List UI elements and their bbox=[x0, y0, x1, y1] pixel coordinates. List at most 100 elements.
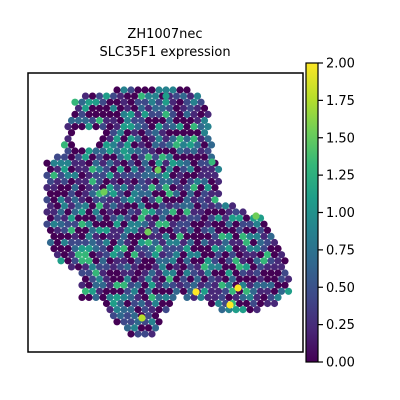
spot bbox=[186, 129, 195, 137]
spot bbox=[169, 147, 177, 155]
spot bbox=[67, 263, 76, 271]
spot bbox=[116, 104, 125, 112]
spot bbox=[239, 306, 247, 314]
spot bbox=[172, 165, 181, 173]
spot bbox=[183, 98, 191, 106]
spot bbox=[92, 147, 100, 155]
spot bbox=[134, 281, 142, 289]
spot bbox=[183, 196, 191, 204]
spot bbox=[162, 220, 170, 228]
spot bbox=[151, 190, 160, 198]
spot bbox=[92, 245, 100, 253]
spot bbox=[165, 165, 174, 173]
spot bbox=[85, 98, 93, 106]
spot bbox=[120, 184, 128, 192]
spot bbox=[127, 208, 135, 216]
spot bbox=[228, 238, 237, 247]
spot bbox=[204, 196, 212, 204]
spot bbox=[197, 257, 205, 265]
spot bbox=[155, 318, 163, 326]
spot bbox=[200, 165, 209, 173]
spot bbox=[193, 275, 202, 283]
spot bbox=[148, 123, 156, 131]
spot bbox=[71, 171, 79, 179]
spot bbox=[144, 299, 153, 308]
spot bbox=[123, 263, 132, 271]
spot bbox=[151, 153, 160, 161]
spot bbox=[109, 238, 118, 247]
spot bbox=[207, 177, 216, 186]
spot bbox=[57, 220, 65, 228]
spot bbox=[113, 208, 121, 216]
spot bbox=[207, 287, 216, 295]
spot bbox=[60, 141, 69, 149]
spot bbox=[134, 257, 142, 265]
spot bbox=[193, 214, 202, 222]
spot bbox=[144, 263, 153, 271]
spot bbox=[67, 238, 76, 247]
spot bbox=[193, 153, 202, 161]
spot bbox=[134, 245, 142, 253]
spot bbox=[242, 299, 251, 308]
spot bbox=[197, 184, 205, 192]
spot bbox=[134, 208, 142, 216]
spot bbox=[81, 165, 90, 173]
spot bbox=[130, 116, 139, 125]
spot bbox=[130, 324, 139, 332]
spot bbox=[92, 110, 100, 118]
spot bbox=[123, 116, 132, 125]
spot bbox=[183, 135, 191, 143]
spot bbox=[151, 299, 160, 308]
highlight-spot bbox=[234, 284, 242, 292]
spot bbox=[256, 275, 265, 283]
spot bbox=[162, 86, 170, 94]
spot bbox=[176, 208, 184, 216]
spot bbox=[197, 110, 205, 118]
spot bbox=[200, 263, 209, 271]
spot bbox=[169, 220, 177, 228]
spot bbox=[162, 184, 170, 192]
spot bbox=[228, 287, 237, 295]
spot bbox=[183, 123, 191, 131]
spot bbox=[155, 135, 163, 143]
spot bbox=[95, 226, 104, 234]
spot bbox=[235, 226, 244, 234]
spot bbox=[137, 214, 146, 222]
spot bbox=[102, 153, 111, 161]
spot bbox=[176, 196, 184, 204]
spot bbox=[284, 275, 293, 283]
colorbar-tick-label: 0.00 bbox=[326, 356, 355, 371]
spot bbox=[78, 98, 86, 106]
spot bbox=[158, 129, 167, 137]
spot bbox=[204, 123, 212, 131]
spot bbox=[162, 123, 170, 131]
spot bbox=[137, 165, 146, 173]
spot bbox=[85, 147, 93, 155]
spot bbox=[183, 293, 191, 301]
spot bbox=[71, 123, 79, 131]
spot bbox=[127, 330, 135, 338]
spot bbox=[172, 263, 181, 271]
spot bbox=[120, 98, 128, 106]
spot bbox=[186, 275, 195, 283]
spot bbox=[53, 177, 62, 186]
spot bbox=[144, 190, 153, 198]
spot bbox=[211, 281, 219, 289]
spot bbox=[67, 141, 76, 149]
spot bbox=[85, 123, 93, 131]
spot bbox=[144, 238, 153, 247]
spot bbox=[235, 263, 244, 271]
spot bbox=[141, 135, 149, 143]
spot bbox=[95, 251, 104, 259]
spot bbox=[211, 293, 219, 301]
spot bbox=[274, 245, 282, 253]
spot bbox=[102, 275, 111, 283]
spot bbox=[218, 281, 226, 289]
spot bbox=[148, 171, 156, 179]
spot bbox=[130, 238, 139, 247]
spot bbox=[165, 116, 174, 125]
spot bbox=[204, 269, 212, 277]
spot bbox=[183, 171, 191, 179]
spot bbox=[204, 208, 212, 216]
spot bbox=[99, 147, 107, 155]
